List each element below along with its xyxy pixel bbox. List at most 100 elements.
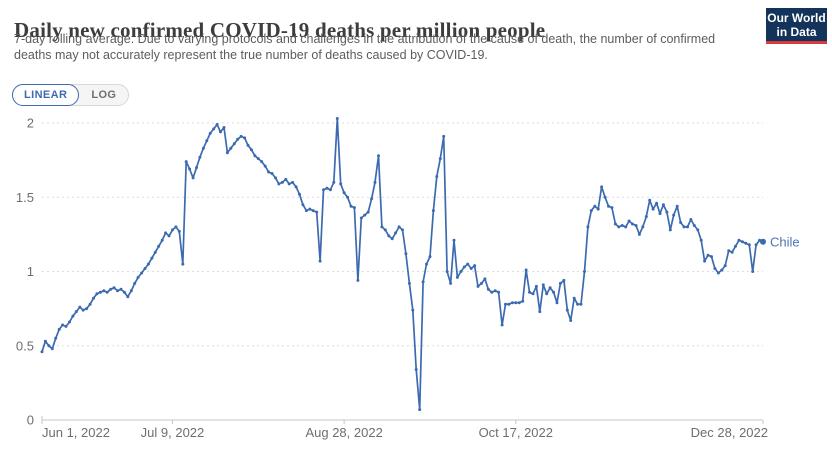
data-point xyxy=(703,259,707,263)
data-point xyxy=(54,336,58,340)
data-point xyxy=(620,224,624,227)
data-point xyxy=(476,284,480,288)
data-point xyxy=(177,229,181,233)
data-point xyxy=(637,232,641,236)
chile-series-line xyxy=(41,117,764,411)
data-point xyxy=(672,213,676,217)
data-point xyxy=(349,204,353,208)
data-point xyxy=(88,302,92,306)
data-point xyxy=(425,262,428,266)
data-point xyxy=(596,207,600,211)
data-point xyxy=(397,225,401,229)
data-point xyxy=(466,262,470,266)
data-point xyxy=(720,268,724,272)
data-point xyxy=(236,137,240,141)
data-point xyxy=(366,210,370,214)
data-point xyxy=(311,209,315,213)
data-point xyxy=(126,295,130,299)
data-point xyxy=(534,284,538,288)
owid-logo-line1: Our World xyxy=(767,11,826,25)
data-point xyxy=(318,259,322,263)
data-point xyxy=(394,231,398,235)
x-axis-tick-label: Jul 9, 2022 xyxy=(141,425,205,440)
data-point xyxy=(95,292,99,296)
data-point xyxy=(504,302,507,306)
data-point xyxy=(500,323,504,327)
data-point xyxy=(507,302,511,306)
data-point xyxy=(435,175,439,178)
data-point xyxy=(531,292,535,296)
data-point xyxy=(249,148,253,152)
data-point xyxy=(668,228,672,232)
owid-logo[interactable]: Our World in Data xyxy=(766,8,827,44)
data-point xyxy=(380,225,384,229)
data-point xyxy=(195,166,198,170)
data-point xyxy=(280,180,284,184)
data-point xyxy=(328,188,332,192)
data-point xyxy=(421,280,425,284)
data-point xyxy=(308,207,312,211)
data-point xyxy=(222,126,226,129)
data-point xyxy=(514,301,518,305)
data-point xyxy=(418,408,422,412)
data-point xyxy=(359,216,363,220)
data-point xyxy=(342,191,346,195)
data-point xyxy=(109,287,113,291)
data-point xyxy=(524,268,528,272)
data-point xyxy=(136,275,140,279)
data-point xyxy=(555,301,559,305)
data-point xyxy=(74,310,78,314)
data-point xyxy=(287,182,291,186)
owid-logo-red-bar xyxy=(766,41,827,44)
data-point xyxy=(699,238,703,242)
data-point xyxy=(528,290,531,294)
data-point xyxy=(146,262,150,266)
data-point xyxy=(40,350,44,354)
data-point xyxy=(232,142,236,146)
data-point xyxy=(102,289,106,293)
page-title: Daily new confirmed COVID-19 deaths per … xyxy=(14,18,546,43)
data-point xyxy=(153,250,157,254)
data-point xyxy=(497,290,501,294)
data-point xyxy=(291,180,295,184)
data-point xyxy=(188,167,192,171)
data-point xyxy=(641,225,645,229)
data-point xyxy=(71,314,75,318)
data-point xyxy=(455,275,459,279)
data-point xyxy=(383,228,387,232)
data-point xyxy=(219,130,222,134)
x-axis-tick-label: Dec 28, 2022 xyxy=(691,425,768,440)
data-point xyxy=(586,225,590,229)
data-point xyxy=(253,154,257,158)
data-point xyxy=(462,265,466,269)
data-point xyxy=(43,339,47,343)
data-point xyxy=(445,270,449,273)
linear-toggle-button[interactable]: LINEAR xyxy=(12,83,80,106)
data-point xyxy=(208,131,212,135)
data-point xyxy=(363,213,367,217)
data-point xyxy=(679,221,683,224)
data-point xyxy=(171,228,174,232)
data-point xyxy=(541,283,545,287)
data-point xyxy=(651,207,655,211)
data-point xyxy=(225,151,229,155)
data-point xyxy=(160,238,164,242)
data-point xyxy=(322,188,325,192)
data-point xyxy=(205,139,209,143)
data-point xyxy=(552,290,556,294)
data-point xyxy=(61,323,65,327)
data-point xyxy=(754,243,758,247)
data-point xyxy=(105,290,109,294)
data-point xyxy=(64,324,68,328)
y-axis-tick-label: 1 xyxy=(27,264,34,279)
data-point xyxy=(174,225,178,229)
chart-subtitle: 7-day rolling average. Due to varying pr… xyxy=(14,32,759,63)
data-point xyxy=(92,296,95,300)
log-toggle-button[interactable]: LOG xyxy=(91,89,117,101)
data-point xyxy=(655,201,659,205)
data-point xyxy=(682,225,686,229)
x-axis-tick-label: Oct 17, 2022 xyxy=(479,425,553,440)
data-point xyxy=(315,210,319,214)
data-point xyxy=(140,271,144,275)
data-point xyxy=(335,117,339,120)
